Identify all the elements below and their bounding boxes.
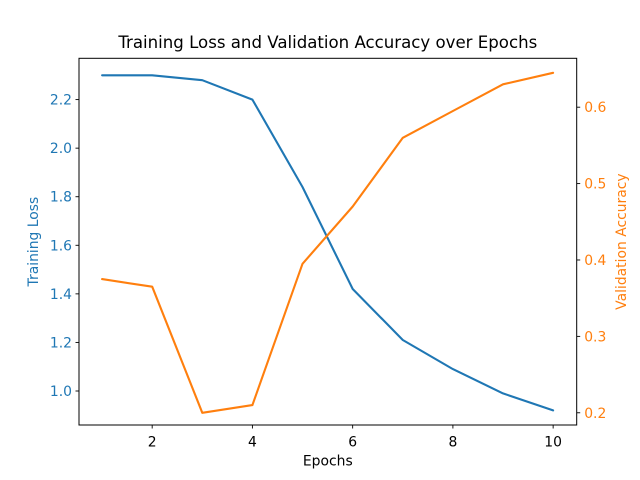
plot-frame [78, 57, 578, 426]
right-axis-label: Validation Accuracy [614, 173, 630, 309]
left-axis-ticks: 1.0 1.2 1.4 1.6 1.8 2.0 2.2 [50, 93, 79, 400]
x-tick-label: 6 [348, 435, 357, 451]
right-tick-label: 0.6 [584, 100, 606, 116]
right-tick-label: 0.4 [584, 253, 606, 269]
left-tick-label: 1.8 [50, 190, 72, 206]
left-tick-label: 1.6 [50, 238, 72, 254]
x-axis-label: Epochs [303, 454, 353, 470]
right-tick-label: 0.5 [584, 177, 606, 193]
left-tick-label: 1.4 [50, 287, 72, 303]
right-axis-ticks: 0.2 0.3 0.4 0.5 0.6 [576, 100, 606, 422]
training-loss-line [101, 74, 555, 412]
validation-accuracy-line [101, 71, 555, 414]
chart-title: Training Loss and Validation Accuracy ov… [117, 33, 537, 52]
left-axis-label: Training Loss [26, 197, 42, 288]
left-tick-label: 1.0 [50, 384, 72, 400]
x-tick-label: 2 [148, 435, 157, 451]
right-tick-label: 0.2 [584, 406, 606, 422]
left-tick-label: 2.0 [50, 141, 72, 157]
series-lines [101, 71, 555, 414]
x-tick-label: 8 [448, 435, 457, 451]
left-tick-label: 2.2 [50, 93, 72, 109]
x-tick-label: 10 [544, 435, 562, 451]
right-tick-label: 0.3 [584, 329, 606, 345]
x-tick-label: 4 [248, 435, 257, 451]
left-tick-label: 1.2 [50, 335, 72, 351]
x-axis-ticks: 2 4 6 8 10 [148, 425, 562, 451]
